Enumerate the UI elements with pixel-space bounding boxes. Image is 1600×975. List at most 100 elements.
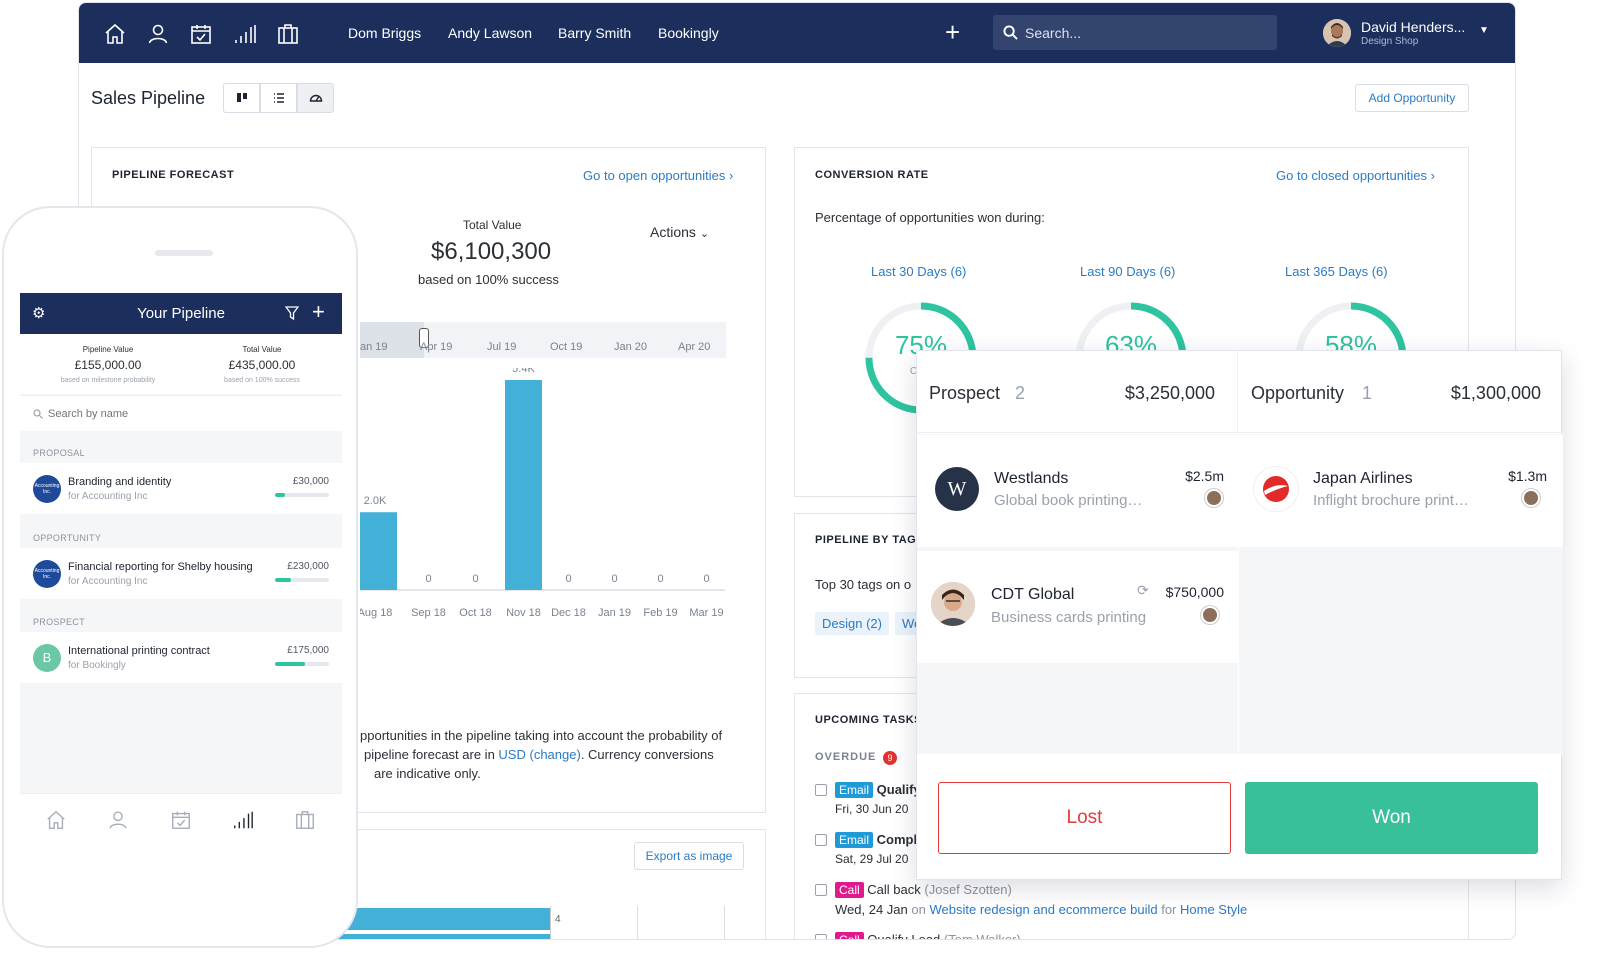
open-opportunities-link[interactable]: Go to open opportunities ›: [583, 168, 734, 183]
briefcase-icon[interactable]: [294, 809, 316, 831]
task-row[interactable]: Call Call back (Josef Szotten): [835, 882, 1012, 898]
user-avatar[interactable]: [1323, 19, 1351, 47]
bar[interactable]: [360, 512, 397, 590]
total-value: £435,000.00: [228, 358, 296, 372]
tag-chip[interactable]: Design (2): [815, 612, 889, 635]
gauge-icon: [309, 94, 322, 102]
owner-avatar: [1522, 489, 1540, 507]
deal-description: Inflight brochure print…: [1313, 492, 1469, 509]
bar-chart-icon[interactable]: [233, 22, 257, 46]
filter-icon[interactable]: [285, 306, 299, 321]
board-view-button[interactable]: [223, 83, 260, 113]
nav-link-dom-briggs[interactable]: Dom Briggs: [348, 25, 422, 41]
task-title: Qualify: [876, 782, 921, 797]
range-tick-label: Oct 19: [550, 341, 583, 353]
total-value-label: Total Value: [242, 345, 282, 354]
export-image-button[interactable]: Export as image: [634, 842, 744, 870]
range-selection[interactable]: [360, 322, 424, 358]
search-box[interactable]: [993, 15, 1277, 50]
deal-progress-fill: [275, 662, 305, 666]
search-input[interactable]: [1025, 15, 1265, 50]
deal-card[interactable]: W Westlands Global book printing… $2.5m: [917, 435, 1238, 547]
mobile-deal-row[interactable]: B International printing contract for Bo…: [20, 632, 342, 683]
mobile-search[interactable]: [20, 395, 342, 432]
range-drag-handle[interactable]: [419, 328, 429, 348]
task-deal-link[interactable]: Website redesign and ecommerce build: [929, 902, 1158, 917]
bar[interactable]: [505, 380, 542, 590]
briefcase-icon[interactable]: [276, 22, 300, 46]
change-currency-link[interactable]: (change): [529, 747, 581, 762]
ring-label-90-days[interactable]: Last 90 Days (6): [1080, 264, 1176, 279]
note-text-a: pipeline forecast are in: [364, 747, 499, 762]
bar-value-label: 0: [425, 573, 431, 585]
kanban-icon: [236, 93, 247, 102]
chevron-down-icon[interactable]: ▼: [1479, 25, 1489, 36]
nav-link-bookingly[interactable]: Bookingly: [658, 25, 719, 41]
user-name[interactable]: David Henders...: [1361, 19, 1466, 35]
mobile-summary: Pipeline Value £155,000.00 based on mile…: [20, 334, 342, 394]
add-opportunity-button[interactable]: Add Opportunity: [1355, 84, 1469, 112]
actions-dropdown[interactable]: Actions ⌄: [650, 224, 709, 240]
forecast-note-line2: pipeline forecast are in USD (change). C…: [364, 747, 714, 762]
chevron-down-icon: ⌄: [699, 228, 710, 240]
top-navigation-bar: Dom Briggs Andy Lawson Barry Smith Booki…: [79, 3, 1515, 63]
calendar-icon[interactable]: [170, 809, 192, 831]
forecast-note-line1: pportunities in the pipeline taking into…: [360, 728, 723, 743]
mark-lost-button[interactable]: Lost: [938, 782, 1231, 854]
task-checkbox[interactable]: [815, 934, 827, 939]
note-text-b: . Currency conversions: [580, 747, 714, 762]
grid-line: [724, 906, 725, 939]
deal-progress-fill: [275, 578, 292, 582]
bar-value-label: 0: [611, 573, 617, 585]
mobile-deal-row[interactable]: Accounting Inc. Branding and identity fo…: [20, 463, 342, 514]
task-due: Fri, 30 Jun 20: [835, 802, 909, 816]
person-icon[interactable]: [146, 22, 170, 46]
dashboard-view-button[interactable]: [297, 83, 334, 113]
bar-chart-icon[interactable]: [232, 809, 254, 831]
mobile-deal-row[interactable]: Accounting Inc. Financial reporting for …: [20, 548, 342, 599]
forecast-note-line3: are indicative only.: [374, 766, 481, 781]
search-icon: [1003, 25, 1018, 40]
date-range-selector[interactable]: an 19 Apr 19 Jul 19 Oct 19 Jan 20 Apr 20: [360, 322, 726, 358]
task-person: (Tom Walker): [943, 932, 1021, 940]
ring-label-365-days[interactable]: Last 365 Days (6): [1285, 264, 1388, 279]
deal-value: $2.5m: [1185, 468, 1224, 484]
task-checkbox[interactable]: [815, 784, 827, 796]
deal-description: Business cards printing: [991, 609, 1147, 626]
home-icon[interactable]: [103, 22, 127, 46]
add-icon[interactable]: +: [945, 17, 961, 47]
task-checkbox[interactable]: [815, 834, 827, 846]
grid-line: [637, 906, 638, 939]
ring-label-30-days[interactable]: Last 30 Days (6): [871, 264, 967, 279]
deal-company: for Accounting Inc: [68, 491, 148, 502]
closed-opportunities-link[interactable]: Go to closed opportunities ›: [1276, 168, 1435, 183]
settings-gear-icon[interactable]: ⚙: [32, 305, 46, 322]
axis-line: [550, 906, 551, 939]
prospect-column-header: Prospect 2 $3,250,000: [917, 351, 1238, 433]
range-tick-label: Apr 20: [678, 341, 711, 353]
task-row[interactable]: Call Qualify Lead (Tom Walker): [835, 932, 1021, 940]
task-row[interactable]: Email Compl: [835, 832, 917, 848]
deal-value: $1.3m: [1508, 468, 1547, 484]
task-for-text: for: [1161, 902, 1177, 917]
mobile-search-input[interactable]: [48, 396, 328, 432]
bar-value-label: 0: [657, 573, 663, 585]
mark-won-button[interactable]: Won: [1245, 782, 1538, 854]
task-type-badge: Call: [835, 882, 864, 898]
deal-name: Branding and identity: [68, 476, 172, 488]
add-icon[interactable]: +: [312, 299, 325, 324]
pipeline-value-sub: based on milestone probability: [60, 377, 156, 384]
category-label: Aug 18: [360, 607, 392, 619]
home-icon[interactable]: [45, 809, 67, 831]
list-view-button[interactable]: [260, 83, 297, 113]
deal-card[interactable]: CDT Global Business cards printing ⟳ $75…: [917, 551, 1238, 663]
nav-link-barry-smith[interactable]: Barry Smith: [558, 25, 632, 41]
calendar-icon[interactable]: [189, 22, 213, 46]
task-row[interactable]: Email Qualify: [835, 782, 921, 798]
task-client-link[interactable]: Home Style: [1180, 902, 1248, 917]
column-count: 1: [1362, 383, 1373, 403]
deal-card[interactable]: Japan Airlines Inflight brochure print… …: [1239, 435, 1563, 547]
person-icon[interactable]: [107, 809, 129, 831]
task-checkbox[interactable]: [815, 884, 827, 896]
nav-link-andy-lawson[interactable]: Andy Lawson: [448, 25, 533, 41]
